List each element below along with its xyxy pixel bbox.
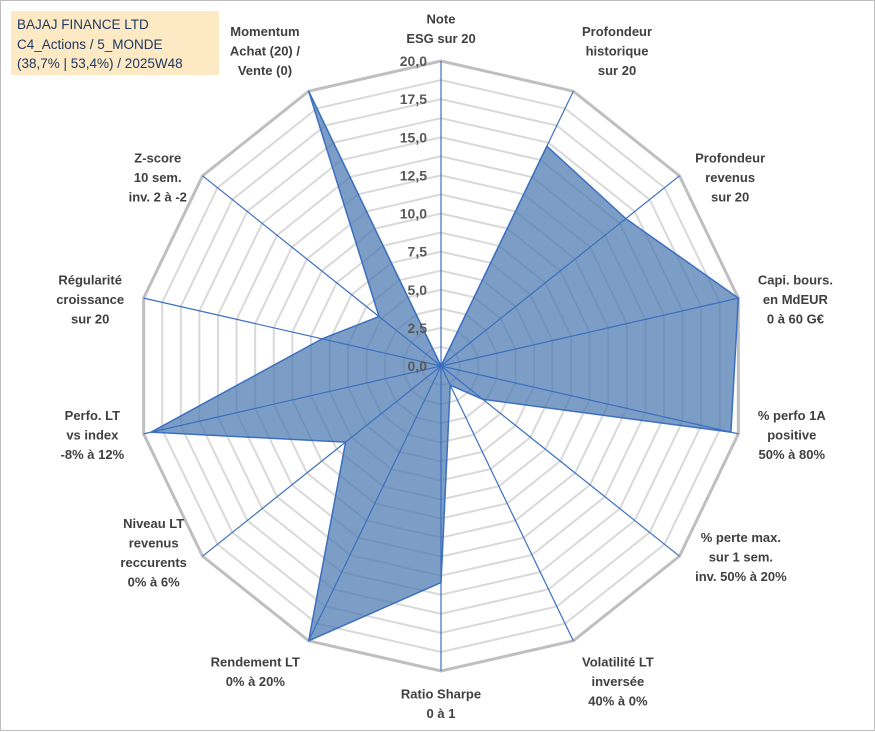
- header-stats: (38,7% | 53,4%) / 2025W48: [17, 56, 183, 71]
- axis-spoke: [440, 175, 680, 367]
- axis-label-line: Profondeur: [582, 24, 652, 39]
- axis-label-group: Momentum Achat (20) / Vente (0): [230, 24, 300, 78]
- axis-spoke: [440, 365, 574, 642]
- axis-label-line: -8% à 12%: [61, 447, 125, 462]
- axis-label-group: Régularité croissance sur 20: [56, 272, 124, 326]
- tick-label: 7,5: [408, 244, 428, 260]
- axis-label-line: sur 20: [711, 189, 749, 204]
- axis-label-line: % perfo 1A: [758, 408, 827, 423]
- axis-label-line: 40% à 0%: [588, 693, 648, 708]
- axis-label-line: ESG sur 20: [406, 31, 475, 46]
- axis-label-line: Niveau LT: [123, 516, 184, 531]
- axis-label-line: positive: [767, 428, 816, 443]
- axis-spoke: [202, 365, 442, 557]
- axis-label-group: Z-score 10 sem. inv. 2 à -2: [129, 150, 187, 204]
- axis-label-group: Capi. bours. en MdEUR 0 à 60 G€: [758, 272, 833, 326]
- axis-label-line: sur 20: [71, 311, 109, 326]
- axis-spoke: [440, 365, 739, 435]
- tick-label: 10,0: [400, 206, 427, 222]
- axis-spoke: [440, 365, 680, 557]
- axis-label-group: Ratio Sharpe 0 à 1: [401, 687, 481, 722]
- header-category: C4_Actions / 5_MONDE: [17, 36, 163, 52]
- axis-label-line: reccurents: [120, 555, 186, 570]
- axis-label-line: croissance: [56, 292, 124, 307]
- axis-label-line: Ratio Sharpe: [401, 687, 481, 702]
- axis-label-line: 0% à 6%: [128, 575, 180, 590]
- axis-label-line: inv. 2 à -2: [129, 189, 187, 204]
- radar-axis-labels: Note ESG sur 20 Profondeur historique sur 20…: [56, 12, 833, 722]
- axis-label-line: revenus: [129, 536, 179, 551]
- axis-label-line: 10 sem.: [134, 170, 182, 185]
- tick-label: 15,0: [400, 129, 427, 145]
- axis-label-group: Note ESG sur 20: [406, 12, 475, 47]
- axis-label-line: Vente (0): [238, 63, 292, 78]
- axis-label-group: Rendement LT 0% à 20%: [211, 654, 300, 689]
- axis-label-group: Profondeur revenus sur 20: [695, 150, 765, 204]
- radar-series: [150, 90, 740, 642]
- axis-label-line: Volatilité LT: [582, 654, 654, 669]
- axis-label-line: 0% à 20%: [226, 674, 286, 689]
- axis-label-line: Profondeur: [695, 150, 765, 165]
- axis-label-line: Momentum: [230, 24, 299, 39]
- axis-spoke: [308, 90, 442, 367]
- axis-spoke: [202, 175, 442, 367]
- axis-label-group: % perte max. sur 1 sem. inv. 50% à 20%: [695, 530, 787, 584]
- axis-spoke: [440, 297, 739, 367]
- tick-label: 5,0: [408, 282, 428, 298]
- axis-label-line: Note: [427, 12, 456, 27]
- radar-spokes: [143, 61, 739, 671]
- axis-label-line: % perte max.: [701, 530, 781, 545]
- axis-spoke: [143, 297, 442, 367]
- series-area: [150, 90, 740, 642]
- axis-label-line: Capi. bours.: [758, 272, 833, 287]
- axis-label-line: Z-score: [134, 150, 181, 165]
- tick-label: 2,5: [408, 320, 428, 336]
- axis-label-line: Régularité: [58, 272, 122, 287]
- header-company: BAJAJ FINANCE LTD: [17, 17, 149, 32]
- tick-label: 0,0: [408, 358, 428, 374]
- axis-label-line: Rendement LT: [211, 654, 300, 669]
- axis-label-group: Perfo. LT vs index -8% à 12%: [61, 408, 125, 462]
- axis-label-group: Profondeur historique sur 20: [582, 24, 652, 78]
- axis-label-group: Niveau LT revenus reccurents 0% à 6%: [120, 516, 186, 590]
- axis-label-line: 50% à 80%: [759, 447, 826, 462]
- axis-label-group: Volatilité LT inversée 40% à 0%: [582, 654, 654, 708]
- axis-label-line: sur 1 sem.: [709, 550, 773, 565]
- axis-label-line: inv. 50% à 20%: [695, 569, 787, 584]
- header-box: BAJAJ FINANCE LTD C4_Actions / 5_MONDE (…: [11, 11, 219, 75]
- radar-tick-labels: 0,0 2,5 5,0 7,5 10,0 12,5 15,0 17,5 20,0: [400, 53, 427, 374]
- axis-label-line: vs index: [66, 428, 119, 443]
- axis-label-line: sur 20: [598, 63, 636, 78]
- axis-spoke: [143, 365, 442, 435]
- axis-label-group: % perfo 1A positive 50% à 80%: [758, 408, 827, 462]
- axis-label-line: en MdEUR: [763, 292, 829, 307]
- axis-label-line: Perfo. LT: [65, 408, 120, 423]
- axis-label-line: Achat (20) /: [230, 44, 300, 59]
- axis-spoke: [308, 365, 442, 642]
- axis-spoke: [440, 90, 574, 367]
- axis-label-line: revenus: [705, 170, 755, 185]
- axis-label-line: 0 à 1: [427, 706, 456, 721]
- axis-label-line: historique: [586, 44, 649, 59]
- axis-label-line: 0 à 60 G€: [767, 311, 824, 326]
- tick-label: 17,5: [400, 91, 427, 107]
- axis-label-line: inversée: [592, 674, 645, 689]
- tick-label: 20,0: [400, 53, 427, 69]
- tick-label: 12,5: [400, 167, 427, 183]
